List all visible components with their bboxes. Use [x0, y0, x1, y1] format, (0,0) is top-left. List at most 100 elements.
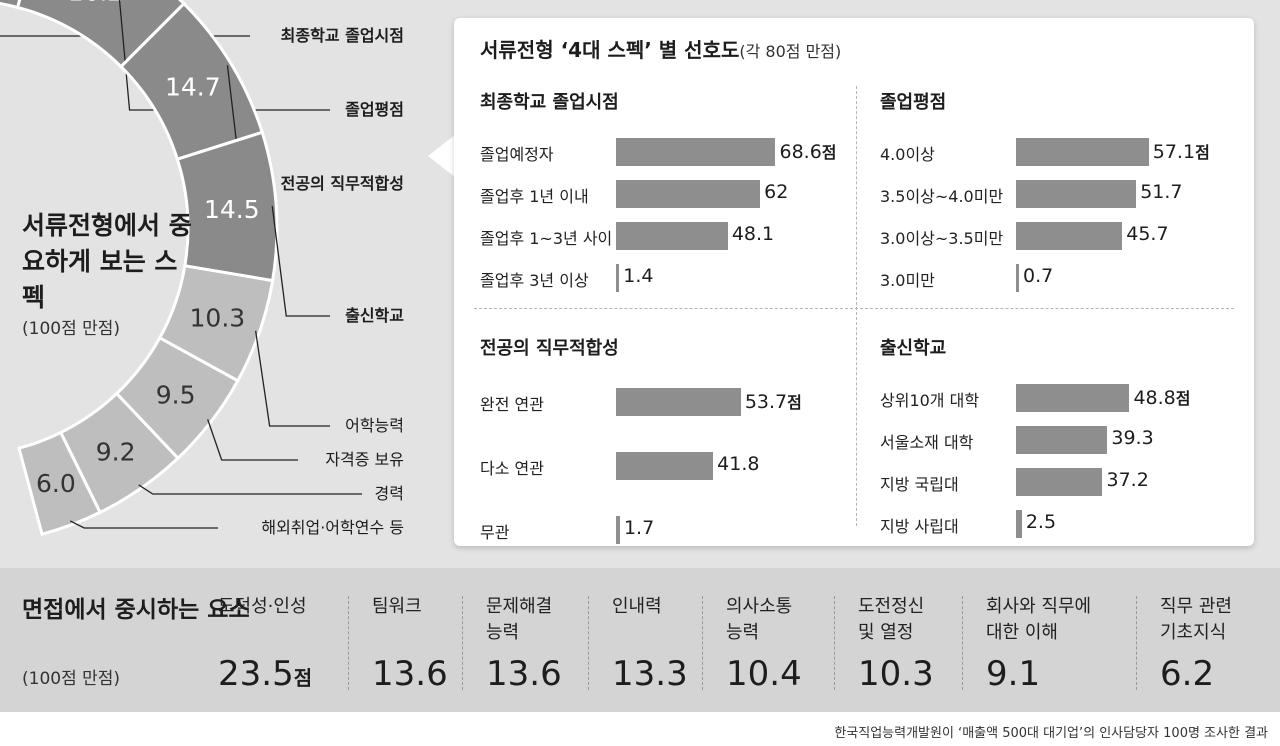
section-title: 최종학교 졸업시점 [480, 92, 619, 113]
interview-title-text: 면접에서 중시하는 요소 [22, 597, 250, 623]
bar [1016, 510, 1022, 538]
bar-category-label: 지방 사립대 [880, 517, 959, 536]
interview-factor: 의사소통 능력 10.4 [726, 594, 802, 694]
factor-value: 10.4 [726, 654, 802, 694]
section-title: 전공의 직무적합성 [480, 338, 619, 359]
donut-segment-value: 9.2 [96, 438, 136, 467]
bar [616, 264, 620, 292]
donut-category-label: 졸업평점 [345, 100, 404, 119]
donut-subtitle: (100점 만점) [22, 319, 121, 339]
bar-value-label: 48.1 [731, 223, 775, 245]
factor-label: 의사소통 능력 [726, 596, 793, 643]
bar-value-label: 41.8 [717, 453, 760, 475]
donut-category-label: 경력 [374, 484, 404, 503]
factor-label: 문제해결 능력 [486, 596, 553, 643]
interview-title: 면접에서 중시하는 요소 [22, 594, 250, 626]
leader-line [138, 484, 362, 495]
bar-value-label: 45.7 [1126, 223, 1169, 245]
unit-label: 점 [787, 393, 802, 412]
leader-line [271, 206, 330, 317]
bar [1016, 426, 1108, 454]
unit-label: 점 [1195, 143, 1210, 162]
bar-category-label: 상위10개 대학 [880, 391, 980, 410]
bar-value-label: 2.5 [1025, 511, 1057, 533]
donut-category-label: 전공의 직무적합성 [280, 174, 404, 193]
donut-segment-value: 9.5 [156, 381, 196, 410]
vertical-divider [856, 86, 857, 526]
bar-value-label: 1.7 [623, 517, 655, 539]
leader-line [207, 419, 298, 461]
interview-factor: 직무 관련 기초지식 6.2 [1160, 594, 1232, 694]
interview-factor: 문제해결 능력 13.6 [486, 594, 562, 694]
donut-category-label: 최종학교 졸업시점 [280, 26, 404, 45]
factor-divider [348, 596, 349, 690]
donut-segment-value: 6.0 [36, 469, 76, 498]
bar-category-label: 다소 연관 [480, 459, 544, 478]
panel-title-text: 서류전형 ‘4대 스펙’ 별 선호도 [480, 38, 740, 62]
panel-title: 서류전형 ‘4대 스펙’ 별 선호도(각 80점 만점) [480, 34, 841, 63]
interview-factor: 도덕성·인성 23.5점 [218, 594, 312, 694]
leader-line [69, 520, 218, 529]
interview-subtitle: (100점 만점) [22, 669, 121, 689]
bar-category-label: 지방 국립대 [880, 475, 959, 494]
donut-segment-value: 14.5 [204, 195, 260, 224]
unit-label: 점 [821, 143, 837, 162]
factor-label: 도덕성·인성 [218, 596, 307, 617]
factor-divider [1136, 596, 1137, 690]
factor-value: 6.2 [1160, 654, 1215, 694]
bar-value-label: 37.2 [1106, 469, 1149, 491]
interview-factor: 인내력 13.3 [612, 594, 688, 694]
factor-divider [462, 596, 463, 690]
factor-value: 9.1 [986, 654, 1041, 694]
bar-category-label: 3.0이상~3.5미만 [880, 229, 1004, 248]
bar-category-label: 졸업후 1~3년 사이 [480, 229, 613, 248]
bar-category-label: 무관 [480, 523, 510, 542]
factor-value: 13.6 [372, 654, 448, 694]
bar [616, 516, 620, 544]
factor-value: 23.5점 [218, 654, 313, 694]
donut-category-label: 어학능력 [345, 416, 404, 435]
bar-value-label: 39.3 [1111, 427, 1154, 449]
factor-label: 도전정신 및 열정 [858, 596, 925, 643]
document-spec-section: 19.6점16.214.714.510.39.59.26.0 서류전형에서 중요… [0, 0, 1280, 568]
donut-category-label: 해외취업·어학연수 등 [261, 518, 404, 537]
source-note: 한국직업능력개발원이 ‘매출액 500대 대기업’의 인사담당자 100명 조사… [834, 726, 1268, 741]
section-title: 졸업평점 [880, 92, 947, 113]
unit-label: 점 [1175, 389, 1191, 408]
interview-factor: 도전정신 및 열정 10.3 [858, 594, 934, 694]
donut-category-label: 자격증 보유 [325, 450, 404, 469]
section-title: 출신학교 [880, 338, 947, 359]
bar-category-label: 졸업예정자 [480, 145, 554, 164]
donut-title: 서류전형에서 중요하게 보는 스펙 [22, 211, 192, 312]
donut-segment [0, 0, 22, 10]
donut-category-label: 출신학교 [345, 306, 404, 325]
bar [1016, 264, 1019, 292]
factor-label: 인내력 [612, 596, 662, 617]
bar-value-label: 62 [764, 181, 789, 203]
bar [1016, 180, 1137, 208]
bar [616, 452, 714, 480]
factor-divider [834, 596, 835, 690]
bar [1016, 138, 1149, 166]
panel-pointer [428, 134, 456, 178]
panel-title-note: (각 80점 만점) [739, 42, 842, 61]
factor-label: 회사와 직무에 대한 이해 [986, 596, 1092, 643]
bar [616, 388, 741, 416]
bar-value-label: 68.6점 [779, 141, 837, 163]
factor-value: 10.3 [858, 654, 934, 694]
bar-category-label: 완전 연관 [480, 395, 544, 414]
bar-value-label: 48.8점 [1133, 387, 1191, 409]
bar-value-label: 51.7 [1140, 181, 1183, 203]
bar-category-label: 졸업후 3년 이상 [480, 271, 589, 290]
factor-value: 13.3 [612, 654, 688, 694]
interview-factor: 회사와 직무에 대한 이해 9.1 [986, 594, 1092, 694]
bar-value-label: 1.4 [623, 265, 654, 287]
bar [1016, 384, 1130, 412]
bar [1016, 468, 1103, 496]
bar-value-label: 0.7 [1023, 265, 1054, 287]
bar-category-label: 서울소재 대학 [880, 433, 974, 452]
bar [616, 222, 728, 250]
unit-label: 점 [293, 666, 313, 690]
donut-chart: 19.6점16.214.714.510.39.59.26.0 [0, 0, 362, 537]
